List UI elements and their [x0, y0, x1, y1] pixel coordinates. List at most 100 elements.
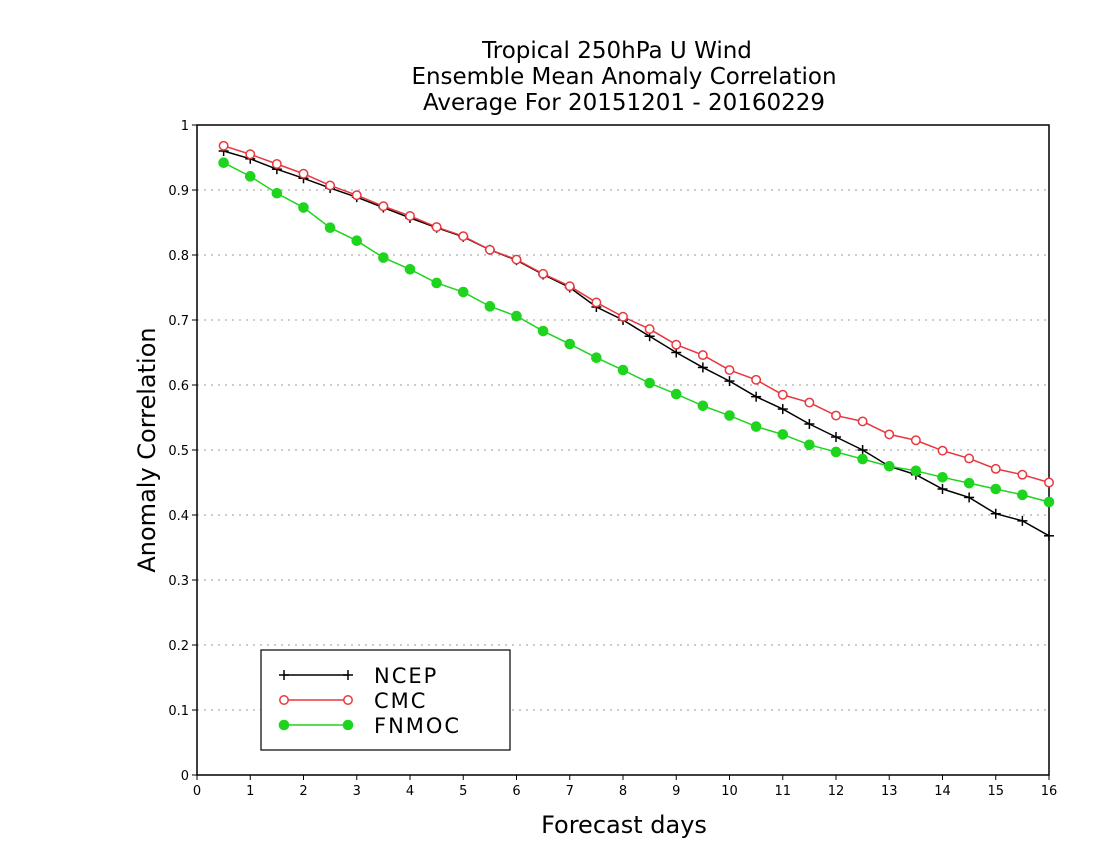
data-point-filled-circle	[644, 377, 655, 389]
x-tick-label: 9	[672, 784, 680, 799]
data-point-filled-circle	[244, 171, 256, 182]
data-point-open-circle	[751, 374, 762, 385]
data-point-open-circle	[405, 211, 415, 221]
data-point-open-circle	[218, 140, 229, 151]
data-point-plus	[343, 670, 353, 680]
data-point-filled-circle	[271, 187, 283, 199]
chart-title: Tropical 250hPa U Wind Ensemble Mean Ano…	[411, 38, 836, 116]
data-point-open-circle	[245, 149, 256, 160]
data-point-filled-circle	[804, 439, 815, 451]
x-tick-label: 2	[299, 784, 307, 799]
x-tick-label: 14	[934, 784, 951, 799]
data-point-open-circle	[618, 311, 628, 322]
data-point-open-circle	[697, 350, 708, 361]
data-point-filled-circle	[910, 465, 922, 477]
data-point-filled-circle	[937, 472, 948, 483]
y-tick-label: 0.6	[168, 379, 189, 394]
x-axis-label: Forecast days	[541, 811, 707, 839]
data-point-open-circle	[343, 695, 353, 705]
data-point-filled-circle	[670, 388, 682, 400]
data-point-filled-circle	[591, 352, 602, 364]
data-point-open-circle	[937, 445, 948, 456]
data-point-open-circle	[644, 324, 655, 335]
x-tick-label: 5	[459, 784, 467, 799]
data-point-open-circle	[298, 168, 309, 179]
y-tick-label: 0.2	[168, 639, 189, 654]
data-point-plus	[964, 492, 975, 503]
data-point-filled-circle	[724, 410, 735, 421]
x-tick-label: 11	[774, 784, 791, 799]
data-point-plus	[831, 432, 841, 442]
data-point-open-circle	[325, 180, 336, 191]
data-point-filled-circle	[777, 429, 789, 440]
data-point-open-circle	[777, 389, 788, 400]
data-point-plus	[697, 362, 708, 373]
x-tick-label: 16	[1041, 784, 1058, 799]
x-tick-label: 10	[721, 784, 738, 799]
series-ncep	[218, 146, 1054, 541]
data-point-open-circle	[271, 159, 282, 169]
data-point-open-circle	[458, 231, 469, 242]
data-point-filled-circle	[537, 325, 549, 337]
data-point-filled-circle	[298, 202, 309, 213]
data-point-filled-circle	[1017, 489, 1028, 501]
data-point-open-circle	[564, 281, 575, 292]
data-point-filled-circle	[617, 364, 629, 376]
chart-title-line-1: Tropical 250hPa U Wind	[481, 38, 752, 64]
data-point-filled-circle	[883, 460, 895, 472]
data-point-open-circle	[538, 268, 549, 279]
data-point-plus	[751, 391, 762, 402]
data-point-filled-circle	[404, 264, 416, 275]
data-point-open-circle	[671, 339, 682, 350]
data-point-open-circle	[857, 416, 868, 427]
data-point-filled-circle	[324, 222, 336, 233]
data-point-filled-circle	[830, 446, 842, 458]
x-tick-label: 13	[881, 784, 898, 799]
chart-title-line-2: Ensemble Mean Anomaly Correlation	[411, 64, 836, 90]
data-point-filled-circle	[963, 477, 975, 489]
data-point-filled-circle	[1043, 496, 1055, 508]
data-point-filled-circle	[857, 453, 868, 465]
data-point-filled-circle	[697, 400, 709, 412]
x-tick-label: 0	[193, 784, 201, 799]
data-point-open-circle	[831, 410, 841, 421]
data-point-filled-circle	[564, 338, 576, 350]
data-point-plus	[777, 404, 788, 415]
data-point-plus	[279, 670, 289, 680]
data-point-filled-circle	[218, 157, 229, 168]
x-tick-label: 3	[353, 784, 361, 799]
data-point-open-circle	[351, 190, 362, 201]
data-point-open-circle	[279, 695, 289, 705]
series-line-ncep	[223, 150, 1050, 537]
series-fnmoc	[218, 157, 1055, 508]
y-tick-label: 0.4	[168, 509, 189, 524]
data-point-open-circle	[990, 463, 1001, 474]
data-point-open-circle	[910, 435, 921, 446]
data-point-filled-circle	[990, 483, 1002, 495]
data-point-filled-circle	[431, 277, 442, 289]
y-tick-label: 0.3	[168, 574, 189, 589]
x-tick-label: 6	[512, 784, 520, 799]
data-point-open-circle	[484, 244, 495, 255]
y-tick-label: 0	[181, 769, 189, 784]
data-point-filled-circle	[351, 235, 363, 246]
legend-label: NCEP	[374, 664, 438, 688]
x-tick-label: 8	[619, 784, 627, 799]
series-layer	[218, 140, 1055, 541]
data-point-filled-circle	[378, 252, 389, 263]
data-point-open-circle	[431, 222, 442, 233]
data-point-plus	[1044, 530, 1054, 541]
data-point-filled-circle	[511, 310, 522, 322]
data-point-open-circle	[378, 201, 389, 212]
data-point-open-circle	[884, 429, 895, 440]
data-point-plus	[1017, 515, 1028, 526]
y-tick-label: 0.8	[168, 249, 189, 264]
x-tick-label: 4	[406, 784, 414, 799]
legend-label: CMC	[374, 689, 427, 713]
data-point-plus	[804, 419, 815, 429]
legend-item-fnmoc: FNMOC	[278, 714, 459, 738]
legend-item-ncep: NCEP	[279, 664, 438, 688]
data-point-open-circle	[724, 365, 735, 375]
x-tick-label: 15	[987, 784, 1004, 799]
data-point-open-circle	[804, 397, 815, 408]
